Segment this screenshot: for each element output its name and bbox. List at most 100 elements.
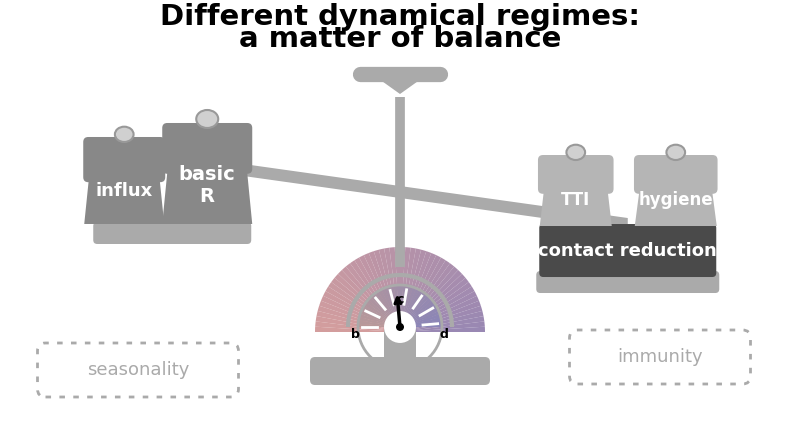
Wedge shape	[364, 302, 400, 327]
Wedge shape	[400, 301, 481, 332]
Wedge shape	[400, 247, 410, 332]
Wedge shape	[375, 291, 400, 327]
Wedge shape	[400, 255, 441, 332]
Wedge shape	[400, 286, 410, 327]
Wedge shape	[359, 255, 400, 332]
Wedge shape	[381, 288, 400, 327]
Wedge shape	[400, 250, 426, 332]
Wedge shape	[354, 257, 400, 332]
Polygon shape	[372, 74, 428, 94]
FancyBboxPatch shape	[162, 123, 252, 174]
Wedge shape	[400, 314, 441, 327]
Text: seasonality: seasonality	[87, 361, 189, 379]
Wedge shape	[400, 297, 432, 327]
Wedge shape	[318, 306, 400, 332]
Wedge shape	[373, 293, 400, 327]
Text: TTI: TTI	[561, 191, 590, 209]
FancyBboxPatch shape	[83, 137, 166, 182]
FancyBboxPatch shape	[538, 155, 614, 194]
Wedge shape	[400, 285, 403, 327]
Wedge shape	[400, 260, 450, 332]
Polygon shape	[634, 164, 717, 226]
FancyBboxPatch shape	[384, 325, 416, 364]
Wedge shape	[400, 286, 413, 327]
Text: basic
R: basic R	[179, 165, 236, 206]
Polygon shape	[540, 164, 612, 226]
Wedge shape	[366, 300, 400, 327]
Text: b: b	[351, 328, 360, 342]
Wedge shape	[346, 263, 400, 332]
Wedge shape	[360, 311, 400, 327]
Wedge shape	[328, 282, 400, 332]
Wedge shape	[400, 302, 436, 327]
Wedge shape	[400, 321, 485, 332]
Wedge shape	[400, 287, 416, 327]
Polygon shape	[172, 154, 400, 198]
Wedge shape	[400, 321, 442, 327]
Wedge shape	[319, 301, 400, 332]
Polygon shape	[162, 132, 252, 224]
Wedge shape	[400, 306, 482, 332]
Wedge shape	[400, 248, 416, 332]
Wedge shape	[362, 305, 400, 327]
Polygon shape	[400, 186, 628, 230]
Text: d: d	[440, 328, 449, 342]
Wedge shape	[400, 311, 483, 332]
Wedge shape	[400, 286, 474, 332]
Text: a matter of balance: a matter of balance	[239, 25, 561, 53]
Circle shape	[396, 323, 404, 331]
Ellipse shape	[115, 127, 134, 142]
Circle shape	[384, 311, 416, 343]
Wedge shape	[394, 285, 400, 327]
Wedge shape	[326, 286, 400, 332]
Wedge shape	[400, 291, 477, 332]
Wedge shape	[358, 321, 400, 327]
Wedge shape	[342, 267, 400, 332]
Wedge shape	[400, 289, 422, 327]
Wedge shape	[400, 282, 472, 332]
Wedge shape	[370, 295, 400, 327]
Wedge shape	[400, 305, 438, 327]
FancyBboxPatch shape	[94, 222, 251, 244]
Wedge shape	[384, 287, 400, 327]
Wedge shape	[400, 285, 406, 327]
Wedge shape	[350, 260, 400, 332]
Wedge shape	[400, 251, 431, 332]
Wedge shape	[358, 317, 400, 327]
Ellipse shape	[566, 145, 585, 160]
Wedge shape	[384, 248, 400, 332]
Wedge shape	[378, 289, 400, 327]
Wedge shape	[331, 278, 400, 332]
Wedge shape	[400, 270, 462, 332]
Wedge shape	[315, 327, 400, 332]
Ellipse shape	[196, 110, 218, 128]
Wedge shape	[368, 297, 400, 327]
FancyBboxPatch shape	[570, 330, 750, 384]
FancyBboxPatch shape	[38, 343, 238, 397]
Wedge shape	[400, 308, 439, 327]
Wedge shape	[400, 278, 469, 332]
Wedge shape	[400, 247, 406, 332]
FancyBboxPatch shape	[536, 271, 719, 293]
Wedge shape	[369, 251, 400, 332]
Wedge shape	[400, 300, 434, 327]
Wedge shape	[400, 288, 419, 327]
Wedge shape	[390, 286, 400, 327]
Wedge shape	[400, 324, 442, 327]
Wedge shape	[400, 274, 466, 332]
Wedge shape	[400, 327, 485, 332]
Wedge shape	[317, 311, 400, 332]
Wedge shape	[400, 263, 454, 332]
Wedge shape	[400, 293, 427, 327]
Wedge shape	[400, 295, 430, 327]
Wedge shape	[334, 274, 400, 332]
Wedge shape	[358, 324, 400, 327]
Text: contact reduction: contact reduction	[538, 241, 717, 260]
FancyBboxPatch shape	[310, 357, 490, 385]
Wedge shape	[390, 247, 400, 332]
Wedge shape	[323, 291, 400, 332]
Text: Different dynamical regimes:: Different dynamical regimes:	[160, 3, 640, 31]
Polygon shape	[84, 146, 164, 224]
FancyBboxPatch shape	[634, 155, 718, 194]
Wedge shape	[379, 248, 400, 332]
